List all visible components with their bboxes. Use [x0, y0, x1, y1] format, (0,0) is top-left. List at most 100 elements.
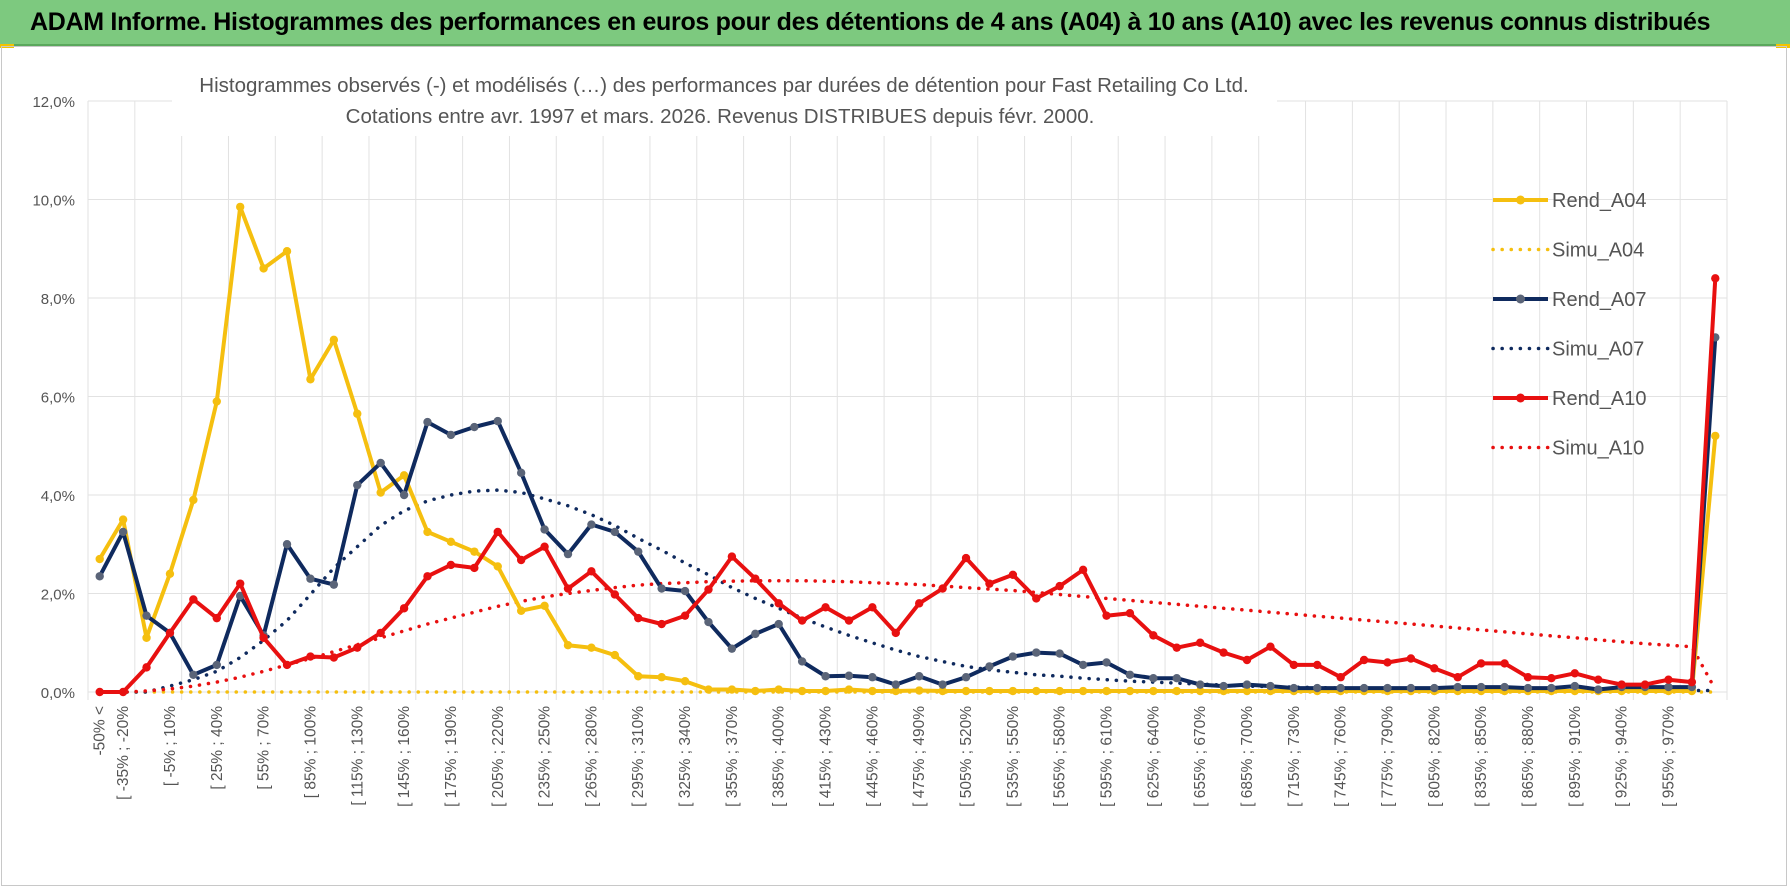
rend-a04-point [118, 515, 128, 524]
rend-a07-point [1219, 681, 1228, 691]
rend-a04-point [259, 264, 268, 273]
rend-a07-point [1125, 670, 1135, 679]
rend-a04-point [1008, 686, 1018, 696]
rend-a10-point [446, 560, 456, 570]
x-tick-label: [ 145% ; 160% [396, 706, 413, 807]
x-tick-label: [ 385% ; 400% [771, 706, 788, 807]
x-tick-label: -50% < [92, 706, 109, 756]
rend-a07-point [938, 680, 947, 689]
rend-a10-point [259, 633, 268, 643]
rend-a10-point [891, 628, 900, 638]
y-tick-label: 0,0% [41, 685, 75, 702]
rend-a07-point [1570, 681, 1580, 691]
rend-a07-point [1430, 683, 1439, 693]
y-tick-label: 6,0% [41, 390, 75, 407]
rend-a07-point [961, 673, 971, 682]
legend-label-rend-a04: Rend_A04 [1552, 190, 1647, 212]
rend-a10-point [1640, 680, 1650, 689]
x-tick-label: [ 295% ; 310% [630, 706, 647, 807]
rend-a07-point [1102, 658, 1111, 667]
rend-a10-point [704, 585, 713, 594]
legend-marker-rend-a07 [1516, 294, 1525, 304]
rend-a04-point [1102, 686, 1111, 696]
legend-label-rend-a07: Rend_A07 [1552, 289, 1647, 311]
rend-a10-point [142, 663, 151, 672]
rend-a10-point [961, 553, 971, 563]
x-tick-label: [ 235% ; 250% [537, 706, 554, 807]
rend-a07-point [399, 490, 409, 500]
rend-a10-point [1359, 655, 1369, 665]
rend-a07-point [1500, 682, 1509, 692]
rend-a04-point [282, 247, 292, 256]
rend-a07-point [118, 527, 128, 537]
rend-a10-point [95, 687, 104, 697]
rend-a04-point [1055, 686, 1064, 696]
rend-a10-point [493, 527, 502, 537]
rend-a04-point [493, 562, 502, 571]
rend-a07-point [235, 591, 245, 601]
rend-a07-point [727, 644, 737, 653]
rend-a10-point [1313, 660, 1322, 670]
rend-a10-point [1055, 581, 1064, 591]
rend-a10-point [1032, 594, 1041, 603]
x-tick-label: [ 85% ; 100% [302, 706, 319, 798]
rend-a04-point [634, 672, 643, 681]
rend-a04-point [95, 554, 104, 564]
rend-a04-point [1078, 686, 1088, 696]
rend-a07-point [1453, 682, 1462, 692]
rend-a07-point [704, 617, 713, 627]
rend-a07-point [470, 422, 479, 432]
rend-a04-point [1032, 686, 1041, 696]
rend-a10-point [1711, 274, 1720, 283]
rend-a10-line [99, 278, 1718, 694]
rend-a07-point [306, 574, 315, 583]
x-tick-label: [ 415% ; 430% [818, 706, 835, 807]
grid-lines [87, 100, 1728, 700]
rend-a10-point [118, 687, 128, 697]
rend-a10-point [985, 579, 994, 588]
rend-a04-point [446, 537, 456, 546]
rend-a10-point [423, 572, 432, 581]
rend-a07-point [1242, 680, 1252, 689]
x-tick-label: [ 505% ; 520% [958, 706, 975, 807]
rend-a07-point [751, 629, 760, 639]
rend-a04-point [821, 686, 830, 696]
rend-a10-point [1125, 609, 1135, 618]
rend-a04-point [540, 601, 549, 611]
rend-a07-point [212, 660, 221, 670]
rend-a07-point [376, 458, 385, 468]
rend-a04-point [844, 685, 854, 694]
rend-a07-point [821, 672, 830, 681]
x-tick-label: [ 955% ; 970% [1660, 706, 1677, 807]
rend-a07-point [189, 670, 198, 679]
legend-label-rend-a10: Rend_A10 [1552, 388, 1647, 410]
x-tick-label: [ 625% ; 640% [1145, 706, 1162, 807]
rend-a07-point [1289, 683, 1299, 693]
simu-a10-line [97, 578, 1718, 694]
simu-a07-line [97, 488, 1718, 694]
rend-a10-point [680, 611, 690, 620]
x-tick-label: [ 55% ; 70% [256, 706, 273, 790]
rend-a07-point [329, 580, 339, 589]
rend-a10-point [516, 555, 526, 565]
rend-a10-point [399, 604, 409, 613]
x-tick-label: [ 265% ; 280% [583, 706, 600, 807]
rend-a10-point [1570, 669, 1580, 678]
rend-a07-point [446, 430, 456, 440]
x-tick-label: [ 925% ; 940% [1614, 706, 1631, 807]
rend-a10-point [727, 552, 737, 561]
x-tick-label: [ 745% ; 760% [1333, 706, 1350, 807]
rend-a07-point [516, 468, 526, 478]
rend-a04-point [680, 676, 690, 686]
rend-a07-point [1195, 680, 1205, 689]
rend-a10-point [634, 613, 643, 623]
rend-a10-point [1336, 673, 1345, 682]
rend-a10-point [1195, 638, 1205, 647]
rend-a04-point [1711, 431, 1720, 441]
x-tick-label: [ -5% ; 10% [162, 706, 179, 786]
rend-a10-point [1406, 654, 1416, 663]
x-tick-label: [ 715% ; 730% [1286, 706, 1303, 807]
x-tick-label: [ 655% ; 670% [1192, 706, 1209, 807]
rend-a10-point [657, 619, 666, 629]
rend-a04-line [97, 204, 1718, 693]
